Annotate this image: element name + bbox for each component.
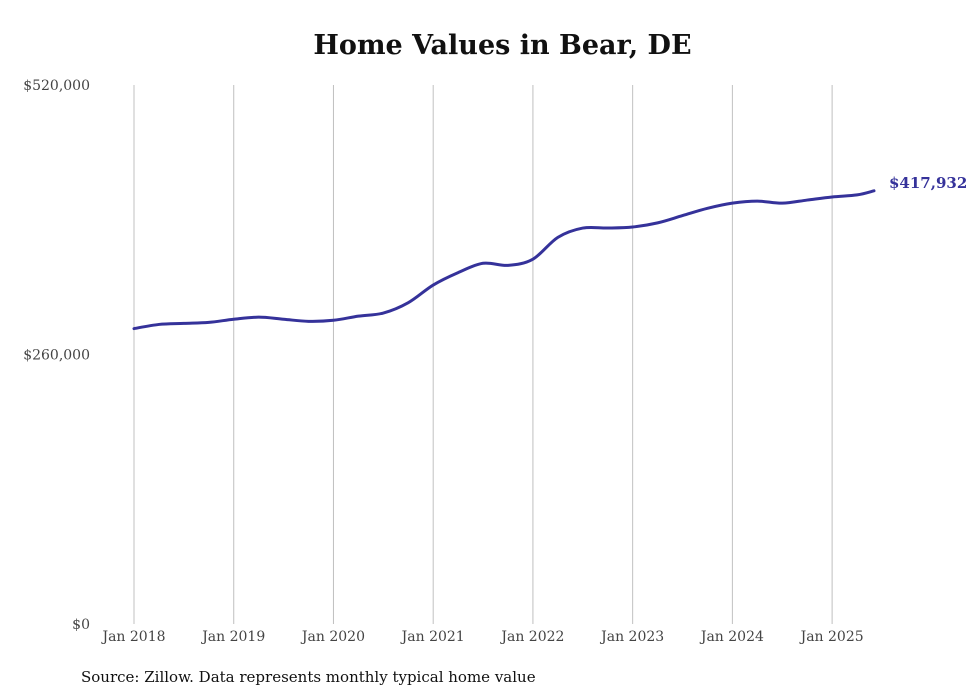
x-tick-label: Jan 2024 [699,629,764,645]
x-tick-label: Jan 2020 [300,629,365,645]
x-tick-label: Jan 2021 [400,629,465,645]
chart-title: Home Values in Bear, DE [313,30,692,61]
y-axis: $0 $260,000 $520,000 [23,78,90,633]
x-tick-label: Jan 2025 [799,629,864,645]
grid-lines [133,85,833,624]
y-tick-label: $0 [72,617,90,633]
line-chart: $0$260,000$520,000 Jan 2018 Jan 2019 Jan 2… [23,78,967,645]
series-line [132,189,876,331]
x-axis: Jan 2018 Jan 2019 Jan 2020 Jan 2021 Jan 2022… [100,629,863,645]
source-note: Source: Zillow. Data represents monthly … [81,668,536,686]
x-tick-label: Jan 2019 [200,629,265,645]
y-tick-label: $260,000 [23,348,90,364]
x-tick-label: Jan 2023 [599,629,664,645]
x-tick-label: Jan 2022 [499,629,564,645]
y-tick-label: $520,000 [23,78,90,94]
x-tick-label: Jan 2018 [100,629,165,645]
end-value-label: $417,932 [889,174,967,192]
